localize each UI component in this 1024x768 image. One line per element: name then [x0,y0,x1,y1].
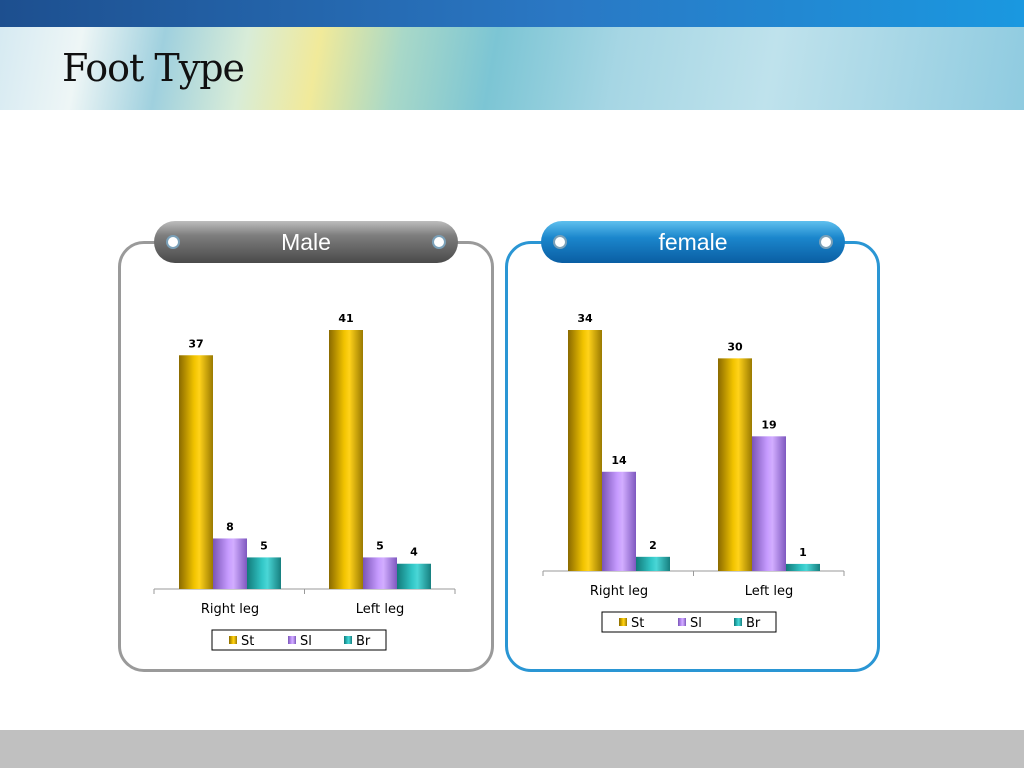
legend-swatch-St [229,636,237,644]
data-label: 2 [649,539,657,552]
data-label: 5 [260,539,268,552]
male-panel-header: Male [154,221,458,263]
bar-St-right-leg [568,330,602,571]
bar-Sl-left-leg [363,557,397,589]
bar-Br-right-leg [636,556,670,571]
ring-icon [166,235,180,249]
data-label: 34 [577,312,593,325]
title-banner [0,27,1024,110]
data-label: 5 [376,539,384,552]
category-label: Right leg [590,584,648,599]
data-label: 41 [338,312,353,325]
data-label: 4 [410,546,418,559]
bar-Br-left-leg [786,563,820,571]
data-label: 8 [226,520,234,533]
legend-label-Br: Br [356,634,371,649]
data-label: 30 [727,340,743,353]
bar-Br-right-leg [247,557,281,589]
ring-icon [553,235,567,249]
category-label: Right leg [201,602,259,617]
legend-label-St: St [241,634,254,649]
bar-St-left-leg [718,358,752,571]
category-label: Left leg [356,602,404,617]
bar-St-right-leg [179,355,213,589]
legend-label-Sl: Sl [300,634,312,649]
legend-label-Br: Br [746,616,761,631]
bar-St-left-leg [329,330,363,589]
bar-Sl-right-leg [602,471,636,571]
legend-label-St: St [631,616,644,631]
data-label: 37 [188,337,203,350]
page-title: Foot Type [62,46,245,90]
legend-swatch-Sl [678,618,686,626]
legend-swatch-Br [734,618,742,626]
bar-Sl-right-leg [213,538,247,589]
data-label: 14 [611,454,627,467]
male-panel-label: Male [281,228,331,255]
bar-Br-left-leg [397,563,431,589]
legend-swatch-Br [344,636,352,644]
female-panel-header: female [541,221,845,263]
female-panel-label: female [658,228,728,255]
legend-swatch-St [619,618,627,626]
data-label: 19 [761,418,776,431]
bottom-footer-bar [0,730,1024,768]
legend-label-Sl: Sl [690,616,702,631]
female-chart-panel [505,241,880,672]
legend-swatch-Sl [288,636,296,644]
bar-chart-female: 34 14 2 Right leg 30 19 1 Left leg St Sl Br [542,312,845,633]
bar-chart-male: 37 8 5 Right leg 41 5 4 Left leg St Sl Br [153,312,456,651]
bar-Sl-left-leg [752,436,786,571]
category-label: Left leg [745,584,793,599]
data-label: 1 [799,546,807,559]
top-accent-bar [0,0,1024,27]
ring-icon [819,235,833,249]
legend-box [601,611,777,633]
ring-icon [432,235,446,249]
legend-box [211,629,387,651]
